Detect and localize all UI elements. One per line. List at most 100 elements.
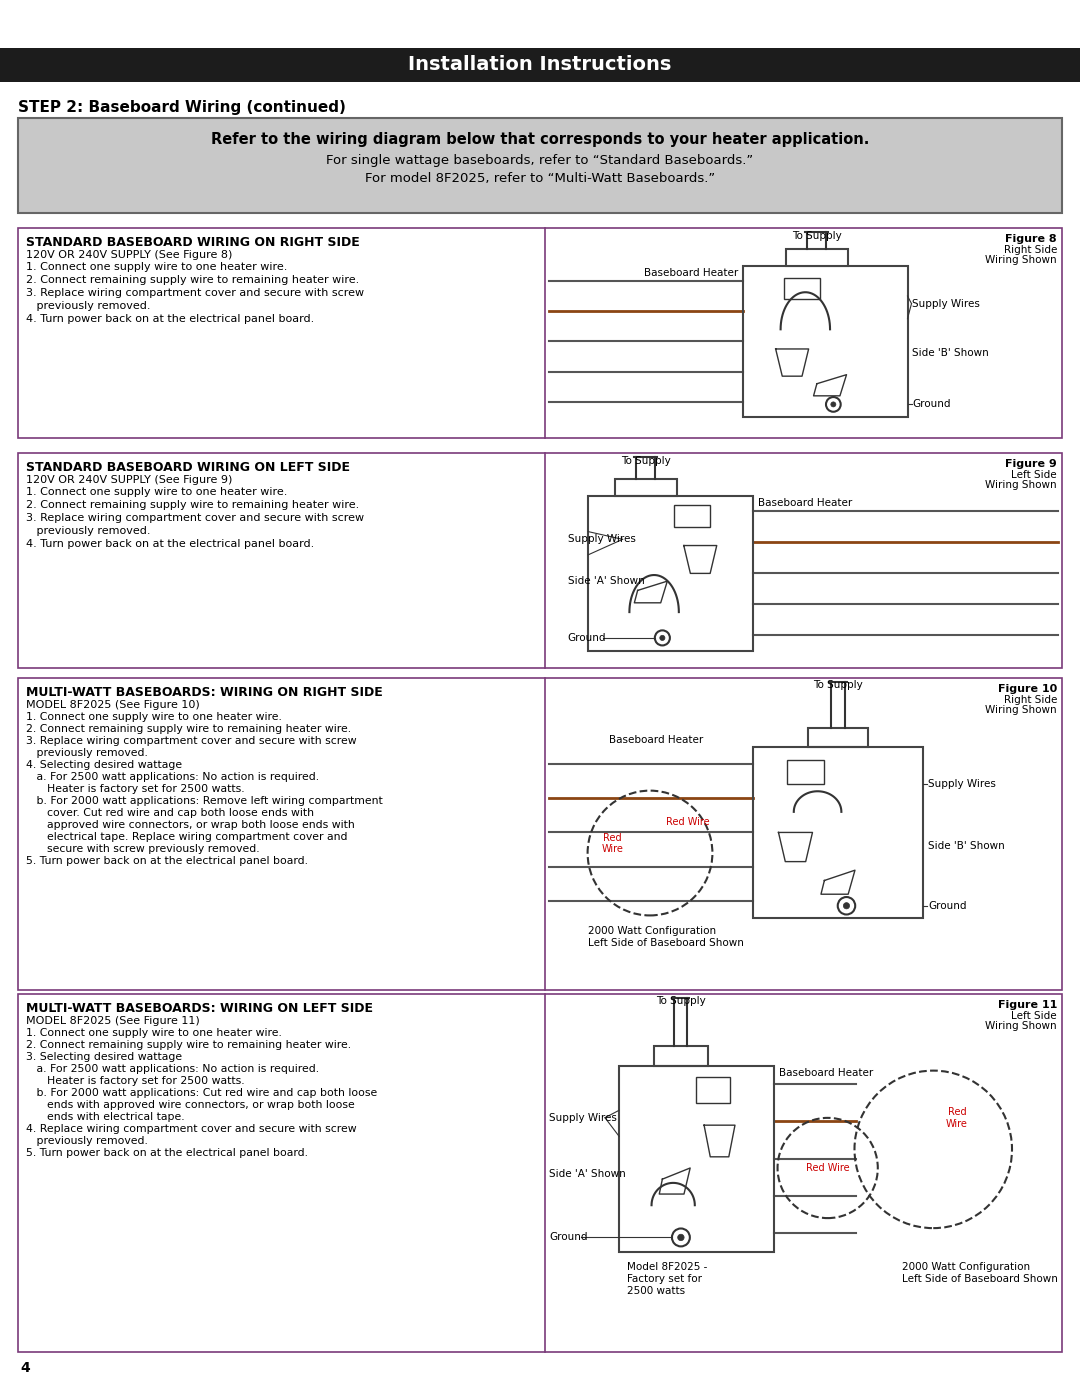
Text: 4. Selecting desired wattage: 4. Selecting desired wattage: [26, 760, 183, 770]
Text: previously removed.: previously removed.: [26, 300, 150, 312]
Text: Baseboard Heater: Baseboard Heater: [779, 1067, 873, 1077]
Bar: [615, 479, 677, 496]
Text: Left Side of Baseboard Shown: Left Side of Baseboard Shown: [589, 939, 744, 949]
Text: STANDARD BASEBOARD WIRING ON LEFT SIDE: STANDARD BASEBOARD WIRING ON LEFT SIDE: [26, 461, 350, 474]
Bar: [743, 265, 907, 416]
Text: previously removed.: previously removed.: [26, 747, 148, 759]
Bar: [653, 1046, 707, 1066]
Circle shape: [677, 1234, 684, 1241]
Text: Wiring Shown: Wiring Shown: [985, 481, 1057, 490]
Text: 3. Replace wiring compartment cover and secure with screw: 3. Replace wiring compartment cover and …: [26, 288, 364, 298]
Text: Refer to the wiring diagram below that corresponds to your heater application.: Refer to the wiring diagram below that c…: [211, 131, 869, 147]
Text: Red Wire: Red Wire: [806, 1162, 850, 1173]
Text: 120V OR 240V SUPPLY (See Figure 8): 120V OR 240V SUPPLY (See Figure 8): [26, 250, 232, 260]
Text: Ground: Ground: [568, 633, 606, 643]
Bar: [18, 453, 1062, 668]
Text: Wiring Shown: Wiring Shown: [985, 256, 1057, 265]
Text: Wiring Shown: Wiring Shown: [985, 1021, 1057, 1031]
Text: MODEL 8F2025 (See Figure 10): MODEL 8F2025 (See Figure 10): [26, 700, 200, 710]
Text: ends with electrical tape.: ends with electrical tape.: [26, 1112, 185, 1122]
Text: cover. Cut red wire and cap both loose ends with: cover. Cut red wire and cap both loose e…: [26, 807, 314, 819]
Text: Red Wire: Red Wire: [665, 817, 710, 827]
Text: Ground: Ground: [913, 400, 951, 409]
Text: a. For 2500 watt applications: No action is required.: a. For 2500 watt applications: No action…: [26, 1065, 319, 1074]
Text: Side 'B' Shown: Side 'B' Shown: [928, 841, 1004, 851]
Polygon shape: [813, 374, 847, 395]
Text: Ground: Ground: [549, 1232, 588, 1242]
Text: approved wire connectors, or wrap both loose ends with: approved wire connectors, or wrap both l…: [26, 820, 354, 830]
Polygon shape: [775, 349, 809, 376]
Text: STANDARD BASEBOARD WIRING ON RIGHT SIDE: STANDARD BASEBOARD WIRING ON RIGHT SIDE: [26, 236, 360, 249]
Text: MODEL 8F2025 (See Figure 11): MODEL 8F2025 (See Figure 11): [26, 1016, 200, 1025]
Text: To Supply: To Supply: [813, 680, 863, 690]
Text: Figure 10: Figure 10: [998, 685, 1057, 694]
Text: 2. Connect remaining supply wire to remaining heater wire.: 2. Connect remaining supply wire to rema…: [26, 1039, 351, 1051]
Text: Side 'A' Shown: Side 'A' Shown: [568, 576, 645, 587]
Text: Supply Wires: Supply Wires: [549, 1113, 617, 1123]
Text: 5. Turn power back on at the electrical panel board.: 5. Turn power back on at the electrical …: [26, 856, 308, 866]
Text: Ground: Ground: [928, 901, 967, 911]
Text: 1. Connect one supply wire to one heater wire.: 1. Connect one supply wire to one heater…: [26, 1028, 282, 1038]
Text: Supply Wires: Supply Wires: [913, 299, 981, 309]
Text: 3. Replace wiring compartment cover and secure with screw: 3. Replace wiring compartment cover and …: [26, 736, 356, 746]
Text: Baseboard Heater: Baseboard Heater: [758, 497, 852, 509]
Text: 3. Selecting desired wattage: 3. Selecting desired wattage: [26, 1052, 183, 1062]
Text: b. For 2000 watt applications: Cut red wire and cap both loose: b. For 2000 watt applications: Cut red w…: [26, 1088, 377, 1098]
Text: Left Side: Left Side: [1011, 469, 1057, 481]
Text: 2. Connect remaining supply wire to remaining heater wire.: 2. Connect remaining supply wire to rema…: [26, 275, 360, 285]
Text: 2500 watts: 2500 watts: [626, 1285, 685, 1296]
Text: 1. Connect one supply wire to one heater wire.: 1. Connect one supply wire to one heater…: [26, 263, 287, 272]
Text: Heater is factory set for 2500 watts.: Heater is factory set for 2500 watts.: [26, 1076, 245, 1085]
Text: 4: 4: [21, 1361, 30, 1375]
Text: Right Side: Right Side: [1003, 244, 1057, 256]
Bar: [18, 678, 1062, 990]
Polygon shape: [784, 278, 820, 299]
Text: 1. Connect one supply wire to one heater wire.: 1. Connect one supply wire to one heater…: [26, 488, 287, 497]
Bar: [674, 506, 711, 527]
Bar: [589, 496, 753, 651]
Text: 3. Replace wiring compartment cover and secure with screw: 3. Replace wiring compartment cover and …: [26, 513, 364, 522]
Text: b. For 2000 watt applications: Remove left wiring compartment: b. For 2000 watt applications: Remove le…: [26, 796, 382, 806]
Text: Left Side of Baseboard Shown: Left Side of Baseboard Shown: [902, 1274, 1057, 1284]
Text: 2. Connect remaining supply wire to remaining heater wire.: 2. Connect remaining supply wire to rema…: [26, 500, 360, 510]
Text: Left Side: Left Side: [1011, 1011, 1057, 1021]
Bar: [697, 1077, 730, 1102]
Text: Baseboard Heater: Baseboard Heater: [609, 735, 703, 745]
Text: Red
Wire: Red Wire: [946, 1106, 968, 1129]
Text: Side 'B' Shown: Side 'B' Shown: [913, 348, 989, 359]
Text: 120V OR 240V SUPPLY (See Figure 9): 120V OR 240V SUPPLY (See Figure 9): [26, 475, 232, 485]
Text: Figure 11: Figure 11: [998, 1000, 1057, 1010]
Text: For model 8F2025, refer to “Multi-Watt Baseboards.”: For model 8F2025, refer to “Multi-Watt B…: [365, 172, 715, 184]
Bar: [784, 278, 820, 299]
Text: Supply Wires: Supply Wires: [568, 534, 635, 545]
Text: Red
Wire: Red Wire: [602, 833, 623, 855]
Text: 2000 Watt Configuration: 2000 Watt Configuration: [589, 926, 716, 936]
Bar: [619, 1066, 773, 1252]
Text: To Supply: To Supply: [792, 231, 841, 242]
Text: 2. Connect remaining supply wire to remaining heater wire.: 2. Connect remaining supply wire to rema…: [26, 724, 351, 733]
Bar: [787, 760, 824, 784]
Text: 4. Turn power back on at the electrical panel board.: 4. Turn power back on at the electrical …: [26, 314, 314, 324]
Text: Heater is factory set for 2500 watts.: Heater is factory set for 2500 watts.: [26, 784, 245, 793]
Polygon shape: [684, 546, 717, 573]
Bar: [808, 728, 867, 746]
Text: MULTI-WATT BASEBOARDS: WIRING ON LEFT SIDE: MULTI-WATT BASEBOARDS: WIRING ON LEFT SI…: [26, 1002, 373, 1016]
Text: 1. Connect one supply wire to one heater wire.: 1. Connect one supply wire to one heater…: [26, 712, 282, 722]
Text: To Supply: To Supply: [656, 996, 705, 1006]
Bar: [18, 995, 1062, 1352]
Text: previously removed.: previously removed.: [26, 527, 150, 536]
Bar: [18, 228, 1062, 439]
Text: secure with screw previously removed.: secure with screw previously removed.: [26, 844, 259, 854]
Text: Figure 9: Figure 9: [1005, 460, 1057, 469]
Polygon shape: [704, 1125, 735, 1157]
Text: 2000 Watt Configuration: 2000 Watt Configuration: [902, 1261, 1030, 1271]
Text: ends with approved wire connectors, or wrap both loose: ends with approved wire connectors, or w…: [26, 1099, 354, 1111]
Bar: [18, 117, 1062, 212]
Text: MULTI-WATT BASEBOARDS: WIRING ON RIGHT SIDE: MULTI-WATT BASEBOARDS: WIRING ON RIGHT S…: [26, 686, 382, 698]
Text: 5. Turn power back on at the electrical panel board.: 5. Turn power back on at the electrical …: [26, 1148, 308, 1158]
Text: To Supply: To Supply: [621, 455, 671, 467]
Circle shape: [831, 402, 836, 407]
Text: STEP 2: Baseboard Wiring (continued): STEP 2: Baseboard Wiring (continued): [18, 101, 346, 115]
Text: previously removed.: previously removed.: [26, 1136, 148, 1146]
Text: Supply Wires: Supply Wires: [928, 780, 996, 789]
